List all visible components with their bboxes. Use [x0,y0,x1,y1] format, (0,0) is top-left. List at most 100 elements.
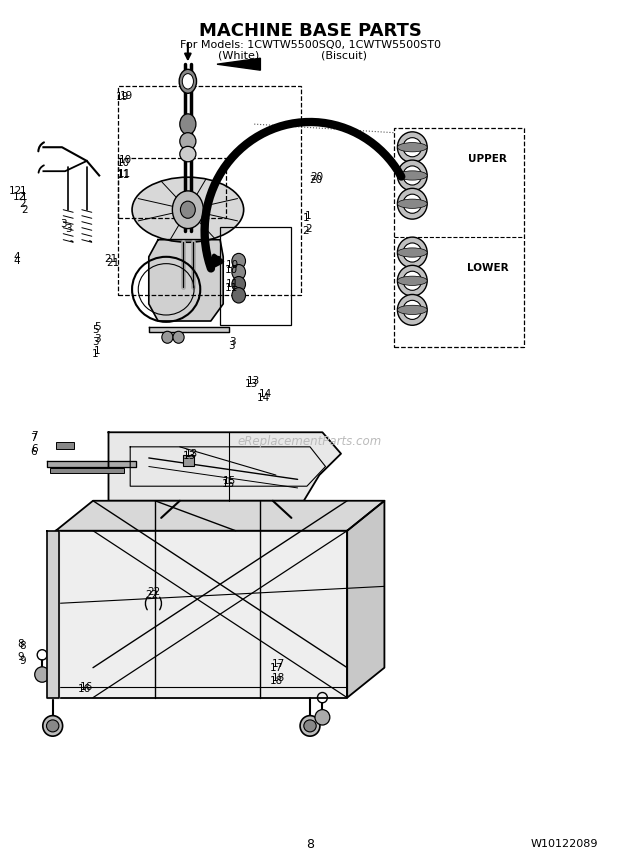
Ellipse shape [304,720,316,732]
Text: 11: 11 [117,170,130,181]
Bar [220,227,291,325]
Text: 12: 12 [13,192,26,202]
Bar [394,128,524,347]
Ellipse shape [232,276,246,292]
Text: 6: 6 [30,447,37,457]
Text: 6: 6 [31,443,38,454]
Ellipse shape [403,194,422,213]
Text: 15: 15 [223,476,236,486]
Text: 10: 10 [118,155,131,165]
Text: 13: 13 [247,376,260,386]
Text: 3: 3 [228,341,235,351]
Text: 1: 1 [92,348,99,359]
Text: (Biscuit): (Biscuit) [321,51,367,61]
Ellipse shape [182,74,193,89]
Text: 2: 2 [303,226,309,236]
Text: 3: 3 [64,223,71,234]
Polygon shape [56,531,347,698]
Text: 1: 1 [94,346,101,356]
Ellipse shape [397,160,427,191]
Ellipse shape [179,69,197,93]
Text: 3: 3 [94,334,101,344]
Text: 18: 18 [270,676,283,687]
Ellipse shape [403,243,422,262]
Bar [118,158,226,218]
Text: 5: 5 [94,322,101,332]
Text: 12: 12 [9,186,22,196]
Text: eReplacementParts.com: eReplacementParts.com [238,435,382,449]
Text: 11: 11 [118,169,131,179]
Text: 11: 11 [225,283,238,294]
Text: 3: 3 [229,337,236,348]
Bar [48,574,56,580]
Text: 1: 1 [305,211,312,221]
Text: LOWER: LOWER [467,263,508,273]
Ellipse shape [397,237,427,268]
Polygon shape [56,501,384,531]
Text: UPPER: UPPER [468,154,507,164]
Ellipse shape [172,191,203,229]
Text: For Models: 1CWTW5500SQ0, 1CWTW5500ST0: For Models: 1CWTW5500SQ0, 1CWTW5500ST0 [180,39,440,50]
Ellipse shape [180,201,195,218]
Polygon shape [46,461,136,467]
Ellipse shape [397,294,427,325]
Text: 2: 2 [21,205,28,215]
Text: 17: 17 [270,663,283,673]
Polygon shape [347,501,384,698]
Ellipse shape [180,114,196,134]
Text: 8: 8 [17,639,24,649]
Text: 16: 16 [79,681,92,692]
Text: 7: 7 [31,431,38,441]
Text: 1: 1 [303,213,309,223]
Ellipse shape [397,188,427,219]
Polygon shape [149,240,223,321]
Text: 13: 13 [183,451,196,461]
Ellipse shape [162,331,173,343]
Ellipse shape [132,177,244,242]
Ellipse shape [232,253,246,269]
Text: MACHINE BASE PARTS: MACHINE BASE PARTS [198,21,422,40]
Text: 9: 9 [17,652,24,663]
Ellipse shape [173,331,184,343]
Bar [56,442,74,449]
Ellipse shape [43,716,63,736]
Text: 14: 14 [259,389,272,399]
Text: 18: 18 [272,673,285,683]
Bar [183,455,194,466]
Ellipse shape [180,146,196,162]
Text: 13: 13 [185,449,198,459]
Text: 2: 2 [19,199,26,209]
Ellipse shape [397,248,427,257]
Text: (White): (White) [218,51,259,61]
Text: 11: 11 [226,279,239,289]
Bar [50,468,124,473]
Text: 21: 21 [105,254,118,265]
Text: 14: 14 [257,393,270,403]
Bar [118,86,301,295]
Text: 21: 21 [106,258,119,268]
Ellipse shape [35,667,50,682]
Text: 3: 3 [60,219,67,229]
Text: 19: 19 [116,92,129,102]
Text: W10122089: W10122089 [531,839,598,849]
Text: 10: 10 [225,265,238,275]
Text: 20: 20 [309,175,322,185]
Text: 8: 8 [306,837,314,851]
Text: 4: 4 [14,252,20,262]
Ellipse shape [315,710,330,725]
Ellipse shape [397,143,427,152]
Ellipse shape [397,276,427,285]
Ellipse shape [403,138,422,157]
Text: 1: 1 [19,186,26,196]
Text: 22: 22 [146,590,159,600]
Text: 17: 17 [272,659,285,669]
Text: 3: 3 [92,336,99,347]
Ellipse shape [300,716,320,736]
Text: 9: 9 [19,656,26,666]
Ellipse shape [403,166,422,185]
Ellipse shape [403,300,422,319]
Text: 16: 16 [78,684,91,694]
Ellipse shape [397,265,427,296]
Polygon shape [149,327,229,332]
Text: 8: 8 [19,641,26,651]
